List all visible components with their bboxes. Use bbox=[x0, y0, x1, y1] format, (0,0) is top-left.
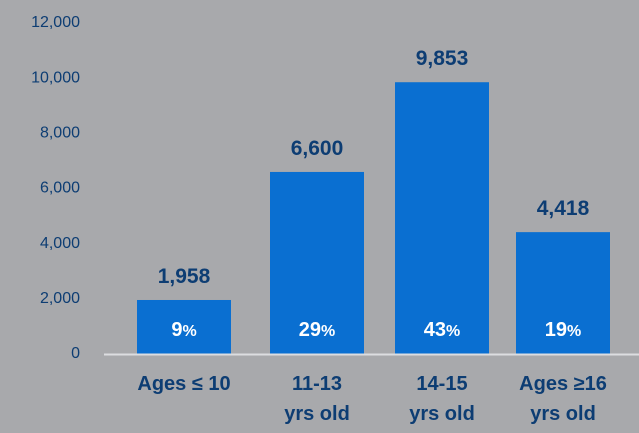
bar bbox=[395, 82, 489, 354]
percent-value: 9 bbox=[171, 319, 182, 341]
x-tick-label: 11-13 yrs old bbox=[284, 373, 350, 425]
data-label: 4,418 bbox=[537, 197, 590, 220]
bars: 1,958 9% 6,600 29% 9,853 43% 4,418 19% bbox=[137, 47, 610, 354]
y-tick-label: 12,000 bbox=[31, 14, 80, 31]
y-tick-label: 10,000 bbox=[31, 69, 80, 86]
data-label: 6,600 bbox=[291, 137, 344, 160]
data-label: 1,958 bbox=[158, 265, 211, 288]
percent-label: 43% bbox=[424, 319, 460, 341]
bar bbox=[270, 171, 364, 354]
x-tick-label-line: Ages ≤ 10 bbox=[137, 373, 230, 395]
x-tick-label: Ages ≤ 10 bbox=[137, 373, 230, 395]
x-tick-label: 14-15 yrs old bbox=[409, 373, 475, 425]
x-tick-label-line: 14-15 bbox=[416, 373, 467, 395]
bar bbox=[516, 232, 610, 354]
percent-label: 19% bbox=[545, 319, 581, 341]
percent-sign: % bbox=[446, 323, 460, 340]
data-label: 9,853 bbox=[416, 47, 469, 70]
percent-value: 29 bbox=[299, 319, 321, 341]
percent-sign: % bbox=[182, 323, 196, 340]
bar bbox=[137, 299, 231, 354]
x-tick-label-line: yrs old bbox=[530, 403, 596, 425]
percent-sign: % bbox=[321, 323, 335, 340]
percent-value: 43 bbox=[424, 319, 446, 341]
x-tick-label-line: 11-13 bbox=[292, 373, 342, 395]
x-tick-label-line: Ages ≥16 bbox=[519, 373, 607, 395]
y-tick-label: 4,000 bbox=[40, 235, 80, 252]
percent-value: 19 bbox=[545, 319, 567, 341]
x-tick-label-line: yrs old bbox=[284, 403, 350, 425]
y-tick-label: 6,000 bbox=[40, 180, 80, 197]
y-tick-label: 8,000 bbox=[40, 125, 80, 142]
percent-label: 29% bbox=[299, 319, 335, 341]
y-tick-label: 0 bbox=[71, 345, 80, 362]
percent-sign: % bbox=[567, 323, 581, 340]
y-tick-label: 2,000 bbox=[40, 290, 80, 307]
x-tick-label: Ages ≥16 yrs old bbox=[519, 373, 607, 425]
x-tick-label-line: yrs old bbox=[409, 403, 475, 425]
percent-label: 9% bbox=[171, 319, 196, 341]
y-axis-ticks: 0 2,000 4,000 6,000 8,000 10,000 12,000 bbox=[31, 14, 80, 362]
